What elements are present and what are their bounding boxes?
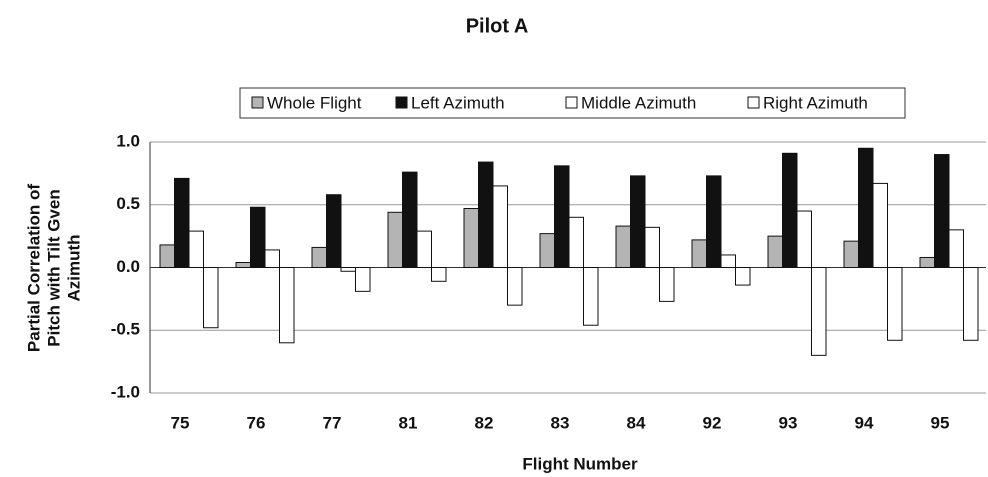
x-tick-label: 95 [931,413,950,432]
bar [326,194,342,269]
bar [720,254,736,268]
bar [507,267,523,306]
x-tick-label: 83 [551,413,570,432]
bar [250,206,266,268]
bar [735,267,751,286]
bar [340,267,356,272]
bar [355,267,371,292]
y-tick-label: -0.5 [111,320,140,339]
bar [431,267,447,282]
bar [478,161,494,268]
bar [159,244,175,269]
x-tick-label: 77 [323,413,342,432]
bar [174,177,190,269]
y-tick-label: -1.0 [111,382,140,401]
bar [387,211,403,268]
y-axis-title-line: Partial Correlation of [24,184,43,352]
bar [492,185,508,268]
y-axis-title-line: Azimuth [64,234,83,301]
bar [554,165,570,268]
bar [402,171,418,268]
bar [416,230,432,268]
bar [203,267,219,329]
y-tick-label: 0.5 [116,194,140,213]
x-tick-label: 82 [475,413,494,432]
bar [568,216,584,269]
bar [706,175,722,268]
x-tick-label: 94 [855,413,874,432]
bar [615,225,631,269]
y-tick-label: 1.0 [116,131,140,150]
y-axis-title-line: Pitch with Tilt Gven [44,189,63,346]
bar [539,233,555,269]
y-tick-label: 0.0 [116,257,140,276]
bar [279,267,295,344]
bar [872,182,888,268]
x-tick-label: 76 [247,413,266,432]
bar [583,267,599,326]
bar [188,230,204,268]
legend-swatch [747,96,760,109]
x-tick-label: 84 [627,413,646,432]
legend-label: Middle Azimuth [581,93,696,112]
bar [919,256,935,268]
x-tick-label: 92 [703,413,722,432]
bar [811,267,827,356]
x-axis-title: Flight Number [522,454,638,473]
bar [659,267,675,302]
bar [235,261,251,269]
y-axis-title: Partial Correlation of Pitch with Tilt Gv… [24,184,83,352]
bar [630,175,646,268]
bar [311,246,327,268]
bar [767,235,783,268]
bar [843,240,859,269]
legend-label: Left Azimuth [411,93,505,112]
bar [691,239,707,268]
x-tick-label: 93 [779,413,798,432]
bar [463,208,479,268]
legend-swatch [565,96,578,109]
bar [887,267,903,341]
bar [782,152,798,268]
legend-swatch [251,96,264,109]
chart-title: Pilot A [466,15,529,37]
legend-label: Right Azimuth [763,93,868,112]
bar [858,147,874,268]
bar [934,154,950,268]
legend-label: Whole Flight [267,93,362,112]
x-tick-label: 81 [399,413,418,432]
bar [948,229,964,269]
bar [796,210,812,268]
bar [644,226,660,268]
bar [963,267,979,341]
x-tick-label: 75 [171,413,190,432]
legend-swatch [395,96,408,109]
bar [264,249,280,268]
